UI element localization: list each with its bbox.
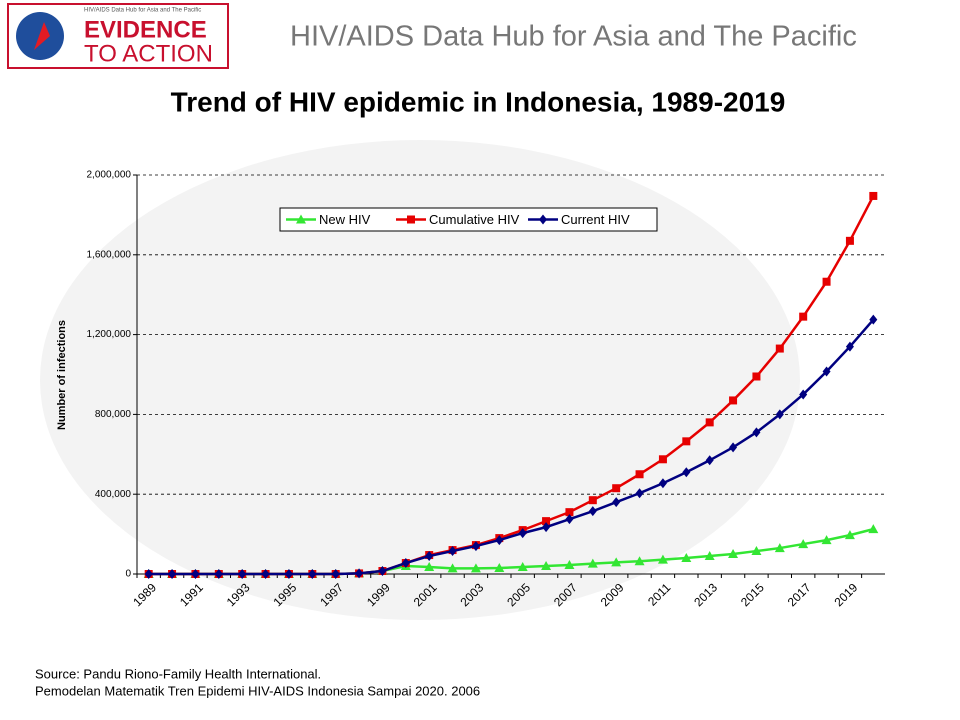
marker: [448, 546, 457, 557]
marker: [168, 569, 177, 579]
marker: [261, 569, 270, 579]
marker: [845, 341, 854, 352]
map-background: [40, 140, 800, 620]
marker: [612, 497, 621, 508]
marker: [565, 508, 574, 517]
marker: [494, 563, 505, 573]
marker: [845, 236, 854, 245]
marker: [799, 389, 808, 400]
marker: [214, 569, 223, 579]
marker: [424, 562, 435, 572]
marker: [682, 437, 691, 446]
marker: [634, 556, 645, 566]
marker: [844, 530, 855, 540]
marker: [542, 517, 551, 526]
marker: [588, 506, 597, 517]
marker: [775, 344, 784, 353]
marker: [518, 528, 527, 539]
marker: [144, 569, 153, 579]
marker: [378, 566, 387, 577]
marker: [471, 541, 480, 552]
logo-ribbon: [34, 22, 50, 50]
marker: [868, 524, 879, 534]
marker: [588, 496, 597, 505]
marker: [495, 535, 504, 546]
marker: [728, 549, 739, 559]
y-tick-label: 2,000,000: [87, 170, 132, 181]
marker: [425, 551, 434, 562]
y-tick-label: 1,600,000: [87, 249, 132, 260]
marker: [284, 569, 293, 579]
legend-box: [279, 207, 658, 232]
marker: [751, 546, 762, 556]
marker: [565, 514, 574, 525]
marker: [752, 427, 761, 438]
logo-line1: EVIDENCE: [84, 16, 207, 43]
marker: [657, 554, 668, 564]
marker: [470, 563, 481, 573]
marker: [798, 539, 809, 549]
marker: [658, 455, 667, 464]
legend-label: New HIV: [319, 212, 371, 227]
marker: [308, 569, 317, 579]
marker: [774, 543, 785, 553]
marker: [542, 522, 551, 533]
y-tick-label: 0: [125, 569, 131, 580]
marker: [612, 484, 621, 493]
marker: [705, 455, 714, 466]
marker: [517, 562, 528, 572]
marker: [635, 470, 644, 479]
chart-title: Trend of HIV epidemic in Indonesia, 1989…: [171, 86, 786, 117]
marker: [682, 467, 691, 478]
marker: [729, 396, 738, 405]
source-line: Pemodelan Matematik Tren Epidemi HIV-AID…: [35, 683, 480, 698]
source-line: Source: Pandu Riono-Family Health Intern…: [35, 666, 321, 681]
marker: [407, 215, 415, 224]
y-tick-label: 800,000: [95, 409, 132, 420]
marker: [799, 312, 808, 321]
marker: [401, 558, 410, 569]
marker: [821, 535, 832, 545]
marker: [447, 563, 458, 573]
marker: [564, 560, 575, 570]
marker: [587, 558, 598, 568]
marker: [775, 409, 784, 420]
y-axis-label: Number of infections: [56, 320, 68, 430]
marker: [705, 418, 714, 427]
logo-small-text: HIV/AIDS Data Hub for Asia and The Pacif…: [84, 8, 201, 14]
marker: [539, 214, 547, 225]
legend-label: Cumulative HIV: [429, 212, 520, 227]
header-title: HIV/AIDS Data Hub for Asia and The Pacif…: [290, 21, 857, 53]
marker: [869, 191, 878, 200]
marker: [704, 551, 715, 561]
marker: [729, 442, 738, 453]
y-tick-label: 400,000: [95, 489, 132, 500]
marker: [296, 214, 306, 224]
marker: [658, 478, 667, 489]
marker: [752, 372, 761, 381]
marker: [822, 366, 831, 377]
marker: [869, 314, 878, 325]
marker: [355, 568, 364, 579]
marker: [681, 553, 692, 563]
marker: [635, 488, 644, 499]
marker: [822, 277, 831, 286]
y-tick-label: 1,200,000: [87, 329, 132, 340]
marker: [238, 569, 247, 579]
marker: [611, 557, 622, 567]
marker: [541, 561, 552, 571]
logo-line2: TO ACTION: [84, 40, 213, 67]
marker: [191, 569, 200, 579]
marker: [331, 569, 340, 579]
legend-label: Current HIV: [561, 212, 630, 227]
